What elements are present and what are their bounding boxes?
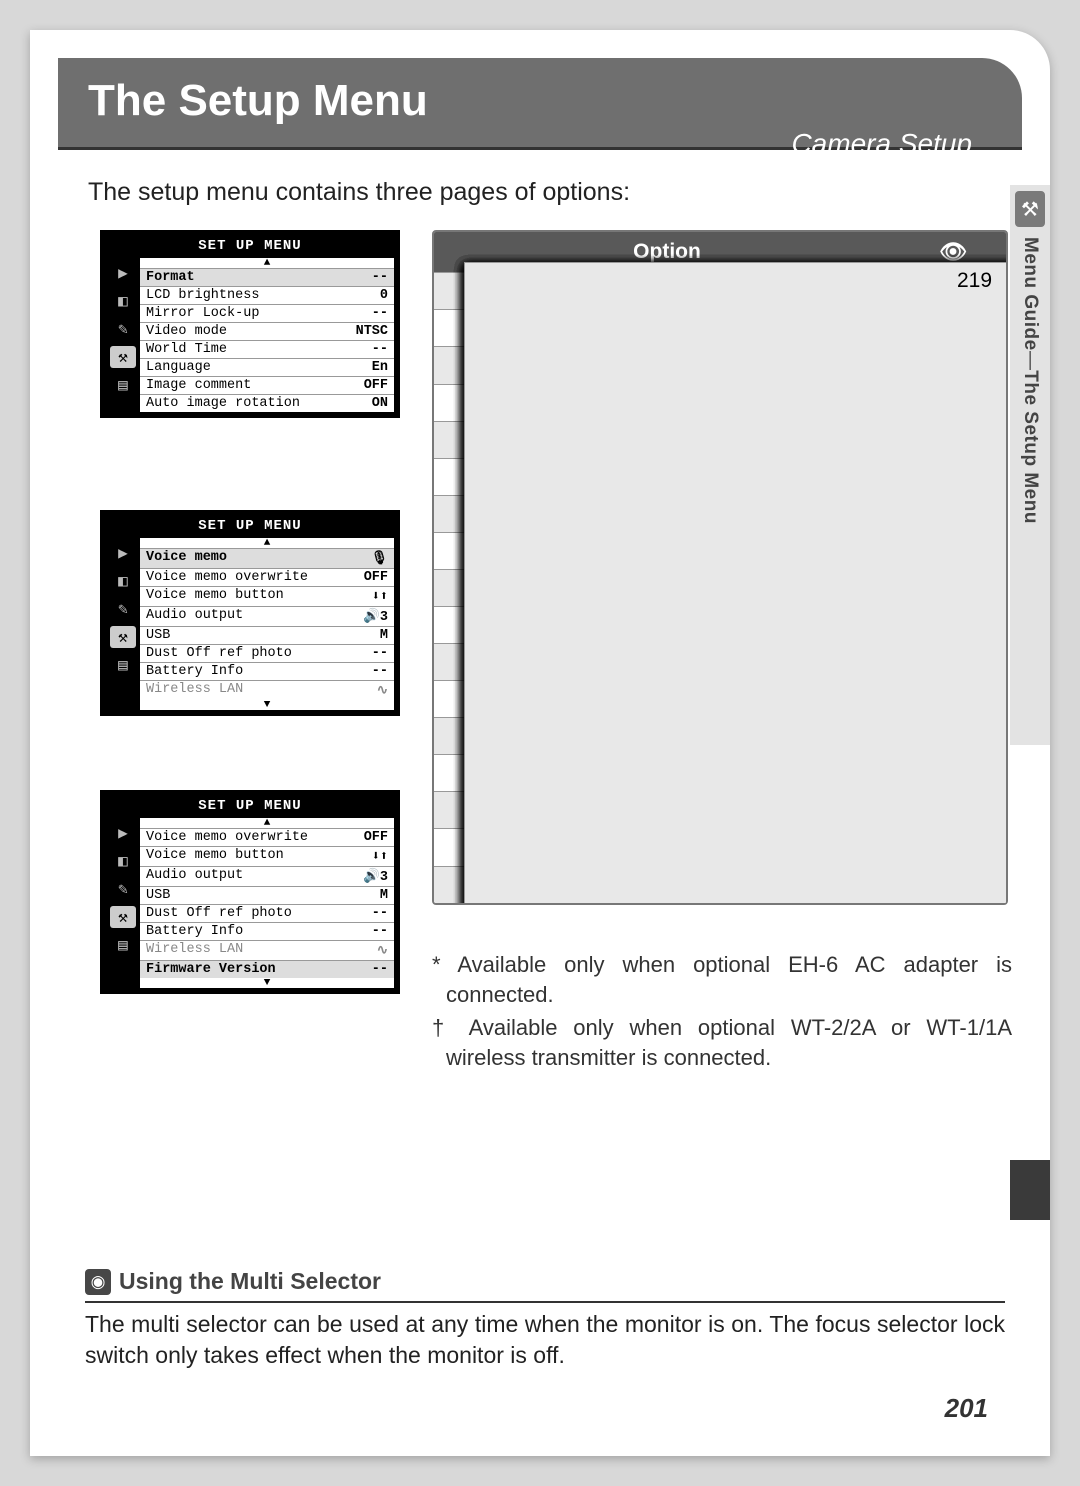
camera-icon: ◧: [110, 290, 136, 312]
option-page: 219: [464, 262, 1008, 905]
side-tab-sep: —: [1020, 351, 1041, 371]
wrench-icon: ⚒: [110, 346, 136, 368]
lcd-row: USBM: [140, 626, 394, 644]
lcd-title: SET UP MENU: [106, 516, 394, 538]
lcd-row: LCD brightness0: [140, 286, 394, 304]
wrench-icon: ⚒: [110, 906, 136, 928]
lcd-row: Battery Info--: [140, 662, 394, 680]
lcd-title: SET UP MENU: [106, 796, 394, 818]
lcd-title: SET UP MENU: [106, 236, 394, 258]
side-tab-text1: Menu Guide: [1020, 237, 1041, 351]
lcd-row: Image commentOFF: [140, 376, 394, 394]
options-table: Option 👁 Format202LCD brightness203Mirro…: [432, 230, 1008, 905]
lcd-row: Battery Info--: [140, 922, 394, 940]
pencil-icon: ✎: [110, 598, 136, 620]
lcd-row: Voice memo button⬇⬆: [140, 846, 394, 866]
wrench-icon: ⚒: [1015, 191, 1045, 227]
side-tab-label: Menu Guide—The Setup Menu: [1019, 237, 1041, 524]
play-icon: ▶: [110, 822, 136, 844]
page: The Setup Menu Camera Setup The setup me…: [30, 30, 1050, 1456]
lcd-row: Voice memo🎙: [140, 548, 394, 568]
bottom-text: The multi selector can be used at any ti…: [85, 1309, 1005, 1371]
pencil-icon: ✎: [110, 318, 136, 340]
table-row: Firmware Version219: [434, 866, 1006, 903]
lcd-row: World Time--: [140, 340, 394, 358]
page-title: The Setup Menu: [58, 58, 1022, 126]
lcd-row: Auto image rotationON: [140, 394, 394, 412]
side-tab-text2: The Setup Menu: [1020, 370, 1041, 524]
camera-icon: ◧: [110, 850, 136, 872]
lcd-screenshot: SET UP MENU ▶ ◧ ✎ ⚒ ▤▲Format--LCD brightness0…: [100, 230, 400, 418]
lcd-row: Audio output🔊3: [140, 866, 394, 886]
play-icon: ▶: [110, 262, 136, 284]
play-icon: ▶: [110, 542, 136, 564]
lcd-row: Firmware Version--: [140, 960, 394, 978]
card-icon: ▤: [110, 374, 136, 396]
page-marker: [1010, 1160, 1050, 1220]
info-icon: ◉: [85, 1269, 111, 1295]
lcd-list: ▲Format--LCD brightness0Mirror Lock-up--…: [140, 258, 394, 412]
lcd-list: ▲Voice memo🎙Voice memo overwriteOFFVoice…: [140, 538, 394, 710]
footnote-2: † Available only when optional WT-2/2A o…: [432, 1013, 1012, 1072]
lcd-row: Audio output🔊3: [140, 606, 394, 626]
lcd-row: USBM: [140, 886, 394, 904]
lcd-row: LanguageEn: [140, 358, 394, 376]
pencil-icon: ✎: [110, 878, 136, 900]
lcd-row: Voice memo overwriteOFF: [140, 828, 394, 846]
bottom-title: Using the Multi Selector: [119, 1268, 381, 1295]
footnotes: * Available only when optional EH-6 AC a…: [432, 950, 1012, 1077]
lcd-screenshot: SET UP MENU ▶ ◧ ✎ ⚒ ▤▲Voice memo overwriteOFF…: [100, 790, 400, 994]
lcd-row: Wireless LAN∿: [140, 940, 394, 960]
page-subtitle: Camera Setup: [791, 128, 972, 160]
lcd-row: Mirror Lock-up--: [140, 304, 394, 322]
wrench-icon: ⚒: [110, 626, 136, 648]
intro-text: The setup menu contains three pages of o…: [88, 178, 888, 207]
side-tab: ⚒ Menu Guide—The Setup Menu: [1010, 185, 1050, 745]
camera-icon: ◧: [110, 570, 136, 592]
footnote-1: * Available only when optional EH-6 AC a…: [432, 950, 1012, 1009]
lcd-row: Wireless LAN∿: [140, 680, 394, 700]
lcd-row: Video modeNTSC: [140, 322, 394, 340]
lcd-row: Format--: [140, 268, 394, 286]
lcd-row: Dust Off ref photo--: [140, 644, 394, 662]
card-icon: ▤: [110, 934, 136, 956]
lcd-icon-strip: ▶ ◧ ✎ ⚒ ▤: [106, 258, 140, 412]
lcd-screenshot: SET UP MENU ▶ ◧ ✎ ⚒ ▤▲Voice memo🎙Voice memo o…: [100, 510, 400, 716]
card-icon: ▤: [110, 654, 136, 676]
lcd-row: Voice memo button⬇⬆: [140, 586, 394, 606]
lcd-list: ▲Voice memo overwriteOFFVoice memo butto…: [140, 818, 394, 988]
bottom-section: ◉ Using the Multi Selector The multi sel…: [85, 1268, 1005, 1371]
lcd-row: Voice memo overwriteOFF: [140, 568, 394, 586]
lcd-icon-strip: ▶ ◧ ✎ ⚒ ▤: [106, 818, 140, 988]
lcd-row: Dust Off ref photo--: [140, 904, 394, 922]
header-bar: The Setup Menu Camera Setup: [58, 58, 1022, 150]
lcd-icon-strip: ▶ ◧ ✎ ⚒ ▤: [106, 538, 140, 710]
page-number: 201: [945, 1393, 988, 1424]
